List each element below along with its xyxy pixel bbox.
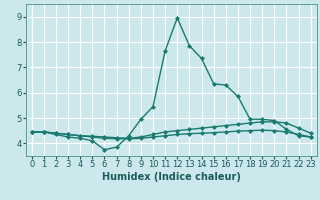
X-axis label: Humidex (Indice chaleur): Humidex (Indice chaleur) [102, 172, 241, 182]
